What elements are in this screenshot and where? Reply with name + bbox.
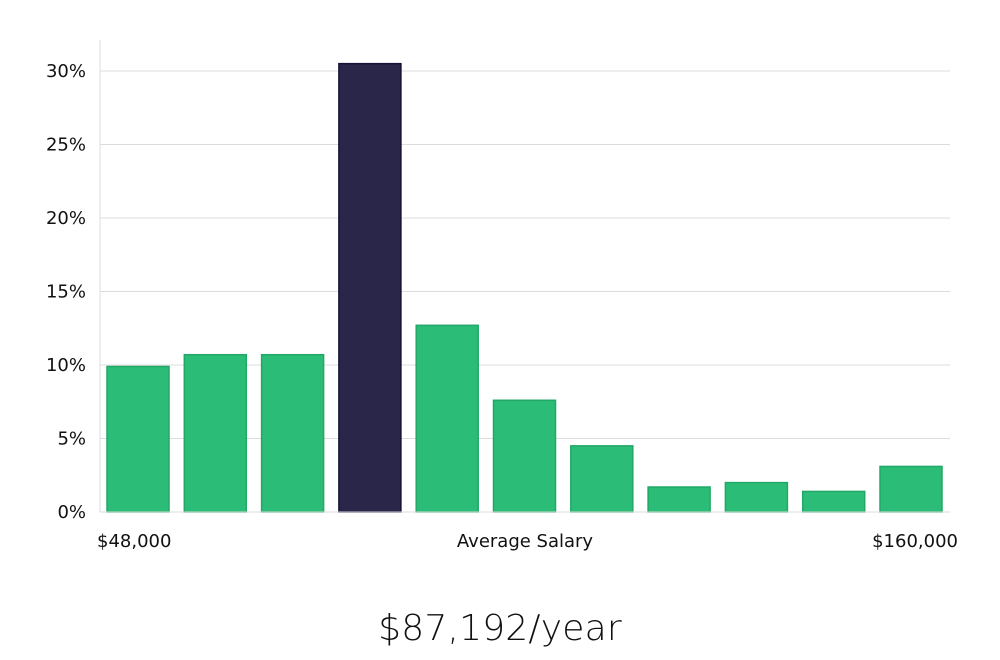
y-tick-label: 10% — [46, 355, 86, 376]
average-salary-value: $87,192/year — [378, 608, 622, 649]
x-axis-title: Average Salary — [457, 531, 594, 552]
y-tick-label: 0% — [57, 502, 86, 523]
y-tick-label: 25% — [46, 135, 86, 156]
y-tick-label: 15% — [46, 282, 86, 303]
bar — [260, 353, 325, 513]
histogram-bars — [106, 62, 943, 513]
bar — [801, 490, 866, 513]
bar — [647, 486, 711, 513]
bar — [570, 445, 634, 513]
y-tick-label: 30% — [46, 61, 86, 82]
y-tick-label: 5% — [57, 429, 86, 450]
bar — [415, 324, 479, 513]
y-axis-ticks: 0% 5% 10% 15% 20% 25% 30% — [46, 61, 86, 523]
x-axis-end-label: $160,000 — [872, 531, 958, 552]
bar — [724, 481, 789, 513]
bar — [106, 365, 170, 513]
bar-highlighted — [338, 62, 402, 513]
salary-histogram-chart: 0% 5% 10% 15% 20% 25% 30% $48,000 Average Sala… — [46, 40, 958, 552]
bar — [492, 399, 557, 513]
bar — [183, 353, 248, 513]
x-axis-start-label: $48,000 — [97, 531, 171, 552]
y-tick-label: 20% — [46, 208, 86, 229]
bar — [879, 465, 943, 513]
